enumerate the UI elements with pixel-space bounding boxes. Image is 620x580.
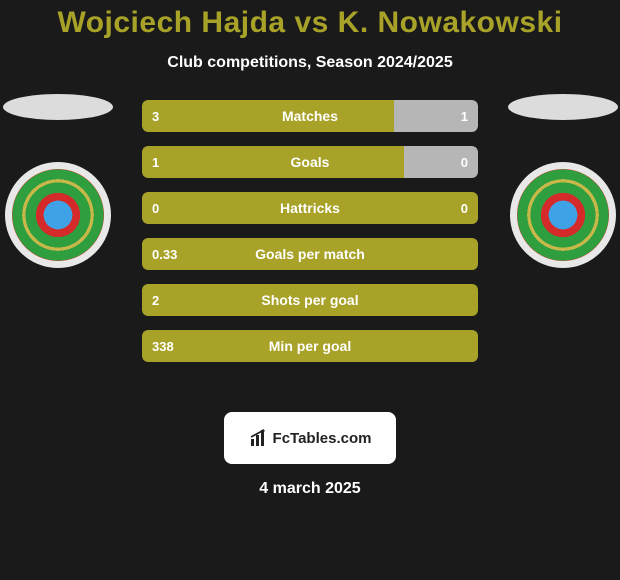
right-club-badge-graphic bbox=[517, 169, 609, 261]
stat-value-right: 1 bbox=[461, 100, 468, 132]
stat-value-left: 2 bbox=[152, 284, 159, 316]
comparison-area: Matches31Goals10Hattricks00Goals per mat… bbox=[0, 94, 620, 394]
right-club-badge bbox=[510, 162, 616, 268]
stat-bar-left bbox=[142, 284, 478, 316]
stats-column: Matches31Goals10Hattricks00Goals per mat… bbox=[142, 94, 478, 362]
stat-value-left: 3 bbox=[152, 100, 159, 132]
brand-icon bbox=[249, 428, 269, 448]
player-compare-card: Wojciech Hajda vs K. Nowakowski Club com… bbox=[0, 0, 620, 580]
right-player-column bbox=[505, 94, 620, 374]
stat-row: Goals10 bbox=[142, 146, 478, 178]
left-club-badge-graphic bbox=[12, 169, 104, 261]
date-label: 4 march 2025 bbox=[0, 480, 620, 498]
left-player-column bbox=[0, 94, 115, 374]
stat-row: Hattricks00 bbox=[142, 192, 478, 224]
stat-value-left: 1 bbox=[152, 146, 159, 178]
left-player-avatar bbox=[3, 94, 113, 120]
brand-text: FcTables.com bbox=[273, 430, 372, 447]
left-club-badge bbox=[5, 162, 111, 268]
stat-value-left: 0.33 bbox=[152, 238, 177, 270]
stat-value-left: 0 bbox=[152, 192, 159, 224]
stat-value-left: 338 bbox=[152, 330, 174, 362]
stat-bar-left bbox=[142, 192, 478, 224]
stat-row: Matches31 bbox=[142, 100, 478, 132]
stat-row: Goals per match0.33 bbox=[142, 238, 478, 270]
right-player-avatar bbox=[508, 94, 618, 120]
stat-value-right: 0 bbox=[461, 192, 468, 224]
brand-badge[interactable]: FcTables.com bbox=[224, 412, 396, 464]
stat-bar-left bbox=[142, 146, 404, 178]
stat-bar-left bbox=[142, 100, 394, 132]
stat-bar-left bbox=[142, 330, 478, 362]
page-title: Wojciech Hajda vs K. Nowakowski bbox=[0, 6, 620, 40]
stat-row: Shots per goal2 bbox=[142, 284, 478, 316]
subtitle: Club competitions, Season 2024/2025 bbox=[0, 54, 620, 72]
stat-value-right: 0 bbox=[461, 146, 468, 178]
stat-row: Min per goal338 bbox=[142, 330, 478, 362]
stat-bar-left bbox=[142, 238, 478, 270]
